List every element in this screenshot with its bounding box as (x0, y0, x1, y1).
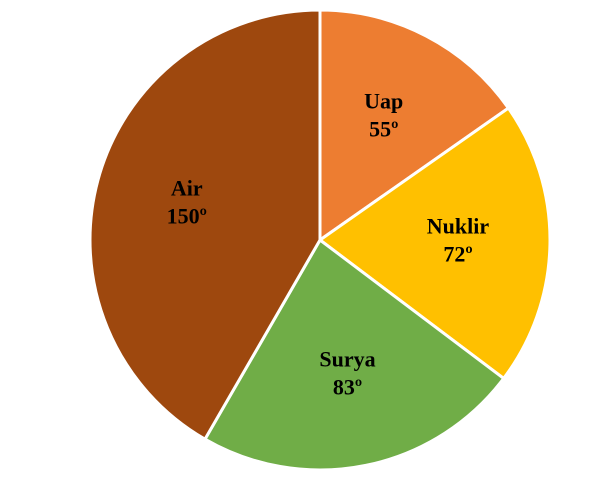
value-label: 83º (333, 374, 362, 399)
pie-slice (317, 105, 552, 381)
value-label: 72º (443, 241, 472, 266)
pie-slice (88, 8, 322, 442)
value-label: 55º (369, 117, 398, 142)
slice-label: Air (171, 175, 203, 200)
slice-label: Surya (319, 346, 375, 371)
slice-label: Uap (364, 89, 403, 114)
slice-label: Nuklir (427, 213, 490, 238)
pie-slice (202, 237, 506, 472)
pie-slice (318, 8, 511, 243)
value-label: 150º (167, 203, 207, 228)
